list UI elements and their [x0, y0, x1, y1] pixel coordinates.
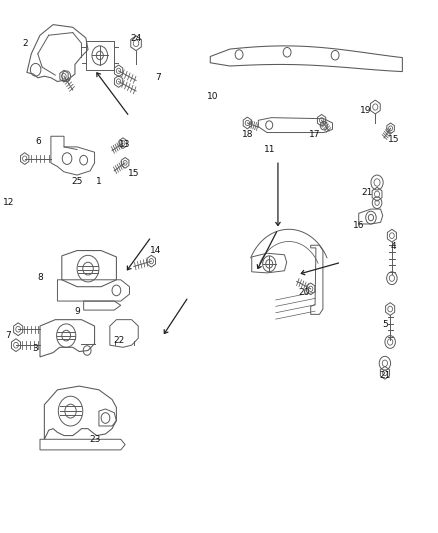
Text: 4: 4 — [391, 242, 396, 251]
Text: 18: 18 — [242, 130, 253, 139]
Text: 14: 14 — [150, 246, 161, 255]
Text: 8: 8 — [37, 273, 43, 281]
Text: 21: 21 — [379, 371, 391, 380]
Text: 3: 3 — [33, 344, 39, 353]
Text: 24: 24 — [131, 35, 141, 44]
Text: 16: 16 — [353, 221, 364, 230]
Text: 12: 12 — [3, 198, 14, 207]
Text: 10: 10 — [207, 92, 218, 101]
Text: 7: 7 — [155, 73, 161, 82]
Text: 5: 5 — [382, 320, 388, 329]
Text: 6: 6 — [35, 137, 41, 146]
Text: 17: 17 — [309, 130, 321, 139]
Text: 19: 19 — [360, 106, 371, 115]
Text: 15: 15 — [128, 169, 140, 178]
Text: 2: 2 — [22, 39, 28, 48]
Bar — [86, 41, 114, 70]
Text: 13: 13 — [120, 140, 131, 149]
Text: 9: 9 — [74, 307, 80, 316]
Text: 1: 1 — [96, 177, 102, 186]
Text: 21: 21 — [362, 188, 373, 197]
Text: 23: 23 — [89, 435, 100, 444]
Text: 25: 25 — [71, 177, 83, 186]
Text: 15: 15 — [388, 135, 399, 144]
Text: 7: 7 — [6, 331, 11, 340]
Text: 11: 11 — [264, 145, 275, 154]
Text: 22: 22 — [113, 336, 124, 345]
Text: 20: 20 — [298, 287, 310, 296]
